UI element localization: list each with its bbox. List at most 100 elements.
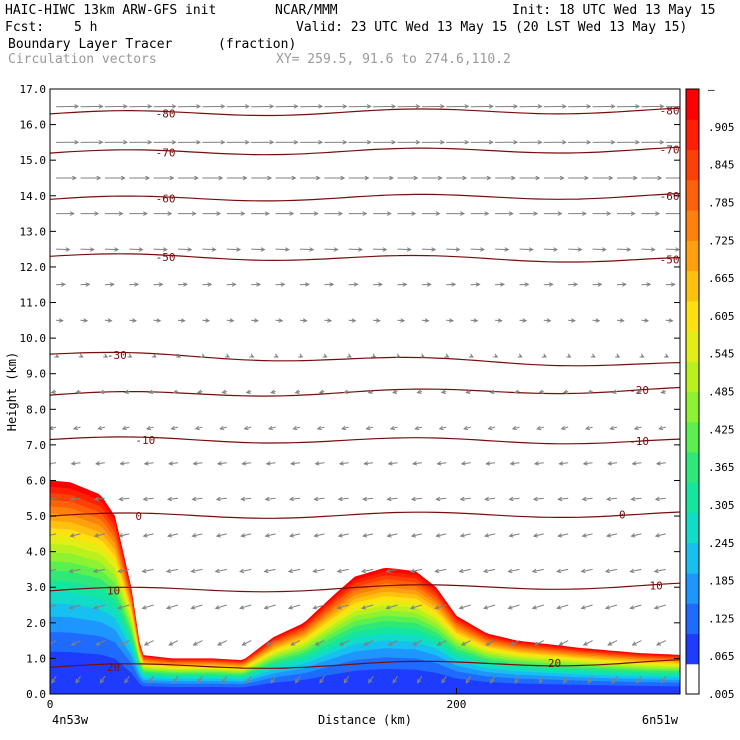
vector-arrowhead [61,282,67,287]
vector-arrowhead [72,175,78,181]
circulation-vector [193,462,203,465]
colorbar-swatch [686,179,699,211]
y-tick-label: 0.0 [26,688,46,701]
vector-arrowhead [511,425,517,431]
vector-arrowhead [538,389,544,394]
y-tick-label: 7.0 [26,439,46,452]
circulation-vector [177,248,192,251]
vector-arrowhead [50,425,54,431]
vector-arrowhead [601,247,607,252]
vector-arrowhead [338,461,344,466]
vector-arrowhead [365,425,371,431]
circulation-vector [341,426,349,430]
vector-arrowhead [242,175,248,181]
vector-arrowhead [168,641,174,646]
vector-arrowhead [431,247,437,252]
vector-arrowhead [654,496,660,502]
circulation-vector [144,462,154,465]
circulation-vector [50,604,57,608]
circulation-vector [607,640,618,646]
circulation-vector [654,604,666,609]
y-tick-label: 10.0 [20,332,47,345]
circulation-vector [366,426,374,430]
circulation-vector [169,462,179,465]
vector-arrowhead [582,641,588,646]
y-tick-label: 17.0 [20,83,47,96]
circulation-vector [616,248,631,251]
vector-arrowhead [58,318,64,323]
vector-arrowhead [435,211,441,216]
contour-label: -30 [107,349,127,362]
vector-arrowhead [358,247,364,252]
circulation-vector [119,497,130,500]
circulation-vector [148,675,155,684]
vector-arrowhead [490,678,495,684]
colorbar-swatch [686,633,699,665]
vector-arrowhead [123,104,129,109]
vector-arrowhead [190,605,196,610]
colorbar-label: .305 [708,499,735,512]
vector-arrowhead [657,175,663,181]
vector-arrowhead [289,211,295,216]
vector-arrowhead [413,175,419,181]
colorbar-label: .185 [708,575,735,588]
vector-arrowhead [531,605,537,610]
vector-arrowhead [582,211,587,216]
circulation-vector [490,675,496,684]
vector-arrowhead [435,533,441,538]
vector-arrowhead [239,568,245,574]
vector-arrowhead [244,104,250,109]
vector-arrowhead [414,425,420,431]
vector-arrowhead [415,139,421,145]
vector-arrowhead [644,318,650,323]
vector-arrowhead [327,318,333,323]
circulation-vector [363,497,374,500]
circulation-vector [364,640,374,646]
vector-arrowhead [633,425,639,431]
vector-arrowhead [312,568,318,574]
vector-arrowhead [621,282,627,287]
vector-arrowhead [507,605,513,610]
contour-label: -60 [660,190,680,203]
vector-arrowhead [580,568,586,574]
vector-arrowhead [214,605,220,610]
vector-arrowhead [141,605,147,610]
vector-arrowhead [631,641,637,646]
tracer-band [50,591,680,694]
circulation-vector [631,533,642,537]
circulation-vector [177,319,185,322]
circulation-vector [459,604,471,609]
circulation-vector [216,497,227,500]
vector-arrowhead [504,247,510,252]
vector-arrowhead [531,568,537,574]
circulation-vector [543,248,558,251]
vector-arrowhead [435,496,441,502]
vector-arrowhead [240,211,246,216]
colorbar-label: .785 [708,196,735,209]
vector-arrowhead [660,389,666,394]
vector-arrowhead [611,678,617,684]
vector-arrowhead [89,247,95,252]
vector-arrowhead [93,533,99,538]
vector-arrowhead [50,500,51,501]
vector-arrowhead [239,605,245,610]
vector-arrowhead [241,461,247,466]
vector-arrowhead [145,425,152,431]
vector-arrowhead [171,139,177,145]
vector-arrowhead [72,425,78,431]
circulation-vector [122,426,130,430]
circulation-vector [461,640,471,646]
vector-arrowhead [75,389,81,394]
vector-arrowhead [289,496,294,502]
vector-arrowhead [606,496,611,502]
circulation-vector [558,497,569,500]
circulation-vector [242,462,252,465]
vector-arrowhead [343,389,349,394]
vector-arrowhead [167,211,173,216]
vector-arrowhead [606,533,612,538]
circulation-vector [508,568,520,573]
vector-arrowhead [436,461,442,466]
circulation-vector [460,533,471,537]
vector-arrowhead [514,389,520,394]
circulation-vector [486,462,496,465]
